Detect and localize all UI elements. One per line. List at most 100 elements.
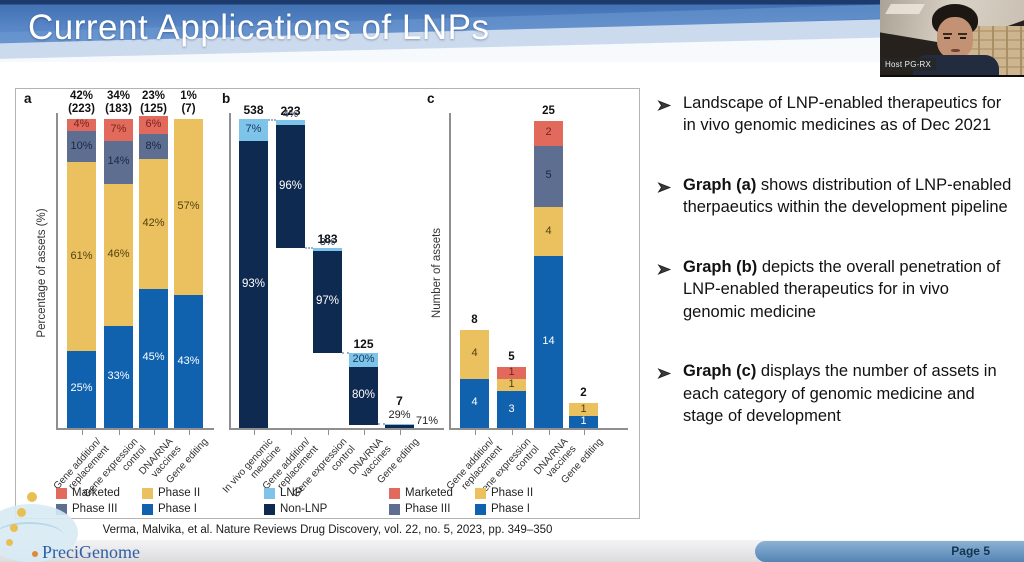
segment-value-label: 43%: [177, 354, 200, 367]
bar-segment-phase2: [174, 119, 203, 296]
bar-total-label: 5: [508, 350, 515, 363]
bar-segment-lnp: [349, 353, 378, 367]
y-axis-line: [56, 113, 58, 428]
bar-segment-phase2: [569, 403, 598, 416]
axis-tick: [153, 430, 155, 435]
figure-box: a Percentage of assets (%) Gene addition/ …: [15, 88, 640, 519]
bar-segment-nonlnp: [239, 119, 268, 428]
segment-value-label: 4: [545, 224, 552, 237]
legend-swatch: [142, 503, 153, 515]
panel-letter-c: c: [427, 91, 435, 106]
axis-tick: [474, 430, 476, 435]
x-axis-line: [56, 428, 214, 430]
legend-swatch: [142, 487, 153, 499]
cascade-connector-line: [378, 423, 385, 425]
segment-value-label: 4: [471, 347, 478, 360]
nonlnp-share-label: 97%: [315, 295, 340, 307]
segment-value-label: 61%: [70, 249, 93, 262]
legend-swatch: [264, 487, 275, 499]
axis-tick: [511, 430, 513, 435]
bar-segment-lnp: [239, 119, 268, 141]
arrow-bullet-icon: [657, 92, 672, 137]
legend-label: Phase I: [158, 503, 197, 515]
cascade-connector-line: [305, 247, 313, 249]
legend-item-nonlnp: Non-LNP: [264, 503, 327, 515]
bar-segment-marketed: [139, 115, 168, 135]
legend-chart-b: LNP Non-LNP: [264, 487, 327, 515]
bar-segment-phase1: [67, 350, 96, 428]
bar-segment-phase1: [569, 415, 598, 428]
bar-total-label: 25: [542, 105, 555, 117]
bar-segment-lnp: [385, 424, 414, 425]
axis-tick: [583, 430, 585, 435]
logo-dot-decoration: [17, 508, 26, 517]
citation-text: Verma, Malvika, et al. Nature Reviews Dr…: [102, 524, 553, 536]
bar-total-label: 125: [353, 337, 374, 351]
legend-item-marketed: Marketed: [56, 487, 142, 499]
legend-item-phase1: Phase I: [142, 503, 200, 515]
bar-segment-phase2: [534, 206, 563, 257]
legend-label: Phase II: [491, 487, 534, 499]
bar-segment-nonlnp: [313, 248, 342, 353]
bar-segment-phase2: [139, 159, 168, 289]
legend-swatch: [56, 503, 67, 515]
panel-letter-a: a: [24, 91, 32, 106]
y-axis-title: Number of assets: [431, 227, 443, 319]
legend-chart-c: Marketed Phase II Phase III Phase I: [389, 487, 533, 515]
segment-value-label: 3: [508, 402, 515, 415]
legend-label: Phase II: [158, 487, 201, 499]
segment-value-label: 1: [580, 402, 587, 415]
segment-value-label: 14%: [107, 155, 130, 168]
nonlnp-share-label: 71%: [416, 415, 439, 427]
legend-swatch: [475, 487, 486, 499]
bar-segment-marketed: [534, 121, 563, 146]
nonlnp-share-label: 93%: [241, 277, 266, 290]
nonlnp-share-label: 80%: [351, 389, 376, 401]
arrow-bullet-icon: [657, 174, 672, 219]
legend-label: Non-LNP: [280, 503, 328, 515]
x-axis-line: [229, 428, 444, 430]
y-axis-title: Percentage of assets (%): [36, 208, 48, 338]
bullet-text: Graph (b) depicts the overall penetratio…: [683, 257, 1001, 321]
bar-total-label: 538: [243, 103, 264, 117]
bar-segment-phase1: [460, 378, 489, 428]
segment-value-label: 1: [508, 365, 515, 378]
lnp-share-label: 29%: [388, 409, 411, 421]
segment-value-label: 46%: [107, 247, 130, 260]
segment-value-label: 2: [545, 126, 552, 139]
bar-total-label: 23% (125): [140, 90, 167, 116]
panel-letter-b: b: [222, 91, 231, 106]
company-logo: PreciGenome: [42, 542, 140, 562]
bar-segment-lnp: [276, 120, 305, 125]
logo-dot-decoration: [32, 551, 38, 557]
legend-item-phase2: Phase II: [142, 487, 200, 499]
ceiling-light: [885, 4, 925, 14]
bar-total-label: 7: [396, 394, 403, 408]
legend-swatch: [56, 487, 67, 499]
logo-dot-decoration: [10, 524, 18, 532]
y-axis-line: [449, 113, 451, 428]
bar-segment-phase1: [104, 326, 133, 428]
bar-segment-phase1: [534, 256, 563, 428]
axis-tick: [188, 430, 190, 435]
page-title: Current Applications of LNPs: [28, 8, 490, 47]
logo-blob-decoration: [0, 504, 78, 562]
nonlnp-share-label: 96%: [278, 179, 303, 192]
segment-value-label: 8%: [145, 139, 162, 152]
logo-area: PreciGenome: [0, 480, 150, 562]
axis-tick: [327, 430, 329, 435]
legend-swatch: [475, 503, 486, 515]
bar-total-label: 42% (223): [68, 90, 95, 116]
cascade-connector-line: [268, 119, 276, 121]
webcam-feed[interactable]: Host PG-RX: [880, 0, 1024, 77]
bullet-text: Graph (c) displays the number of assets …: [683, 362, 997, 425]
axis-tick: [290, 430, 292, 435]
segment-value-label: 42%: [142, 217, 165, 230]
logo-dot-decoration: [27, 492, 37, 502]
segment-value-label: 5: [545, 169, 552, 182]
legend-label: LNP: [280, 487, 303, 499]
lnp-share-label: 20%: [352, 353, 375, 365]
legend-swatch: [389, 503, 400, 515]
bullet-item: Graph (b) depicts the overall penetratio…: [657, 256, 1014, 323]
